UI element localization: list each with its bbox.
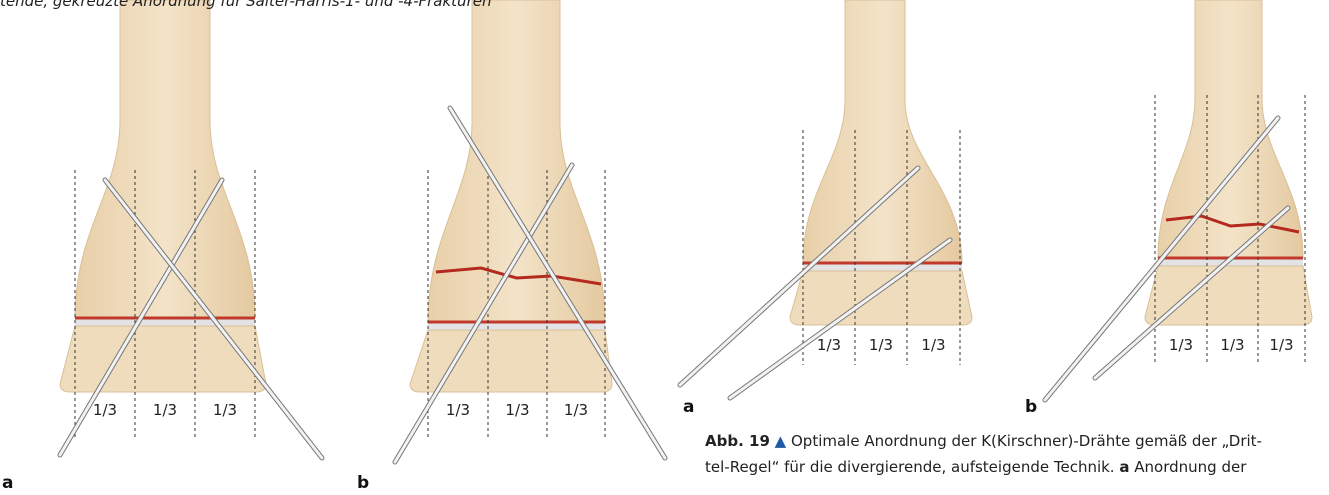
- caption-line: tel-Regel“ für die divergierende, aufste…: [705, 458, 1247, 476]
- third-label: 1/3: [1220, 336, 1244, 354]
- k-wire: [448, 106, 667, 460]
- caption-text: Anordnung der: [1134, 458, 1247, 476]
- panel-label: b: [1025, 397, 1037, 417]
- physis: [428, 322, 605, 330]
- bone-shaft: [427, 0, 606, 323]
- epiphysis: [409, 329, 613, 393]
- physis: [803, 263, 962, 271]
- epiphysis: [789, 270, 973, 326]
- k-wire: [58, 178, 224, 457]
- third-label: 1/3: [153, 401, 177, 419]
- third-label: 1/3: [817, 336, 841, 354]
- epiphysis: [59, 325, 267, 393]
- third-label: 1/3: [446, 401, 470, 419]
- panel-label: a: [683, 397, 694, 417]
- third-label: 1/3: [869, 336, 893, 354]
- bone-shaft: [802, 0, 963, 264]
- k-wire: [728, 238, 952, 400]
- third-label: 1/3: [505, 401, 529, 419]
- k-wire: [393, 163, 574, 464]
- k-wire: [1093, 206, 1290, 380]
- bone-shaft: [74, 0, 256, 319]
- fracture-line: [1165, 214, 1300, 234]
- physis: [1158, 258, 1303, 266]
- caption-marker: ▲: [775, 432, 787, 450]
- panel-label: b: [357, 473, 369, 493]
- caption-label: Abb. 19: [705, 432, 770, 450]
- k-wire: [678, 166, 920, 387]
- top-caption: tende, gekreuzte Anordnung für Salter-Ha…: [0, 0, 491, 10]
- caption-text: tel-Regel“ für die divergierende, aufste…: [705, 458, 1115, 476]
- third-label: 1/3: [213, 401, 237, 419]
- third-label: 1/3: [564, 401, 588, 419]
- third-label: 1/3: [93, 401, 117, 419]
- caption-text: Optimale Anordnung der K(Kirschner)-Dräh…: [791, 432, 1262, 450]
- third-label: 1/3: [1269, 336, 1293, 354]
- fracture-line: [435, 266, 602, 286]
- third-label: 1/3: [1169, 336, 1193, 354]
- k-wire: [1043, 116, 1280, 402]
- epiphysis: [1144, 265, 1313, 326]
- panel-label: a: [2, 473, 13, 493]
- caption-line: Abb. 19 ▲ Optimale Anordnung der K(Kirsc…: [705, 432, 1262, 450]
- third-label: 1/3: [921, 336, 945, 354]
- caption-sub-label: a: [1119, 458, 1129, 476]
- physis: [75, 318, 255, 326]
- k-wire: [103, 178, 324, 460]
